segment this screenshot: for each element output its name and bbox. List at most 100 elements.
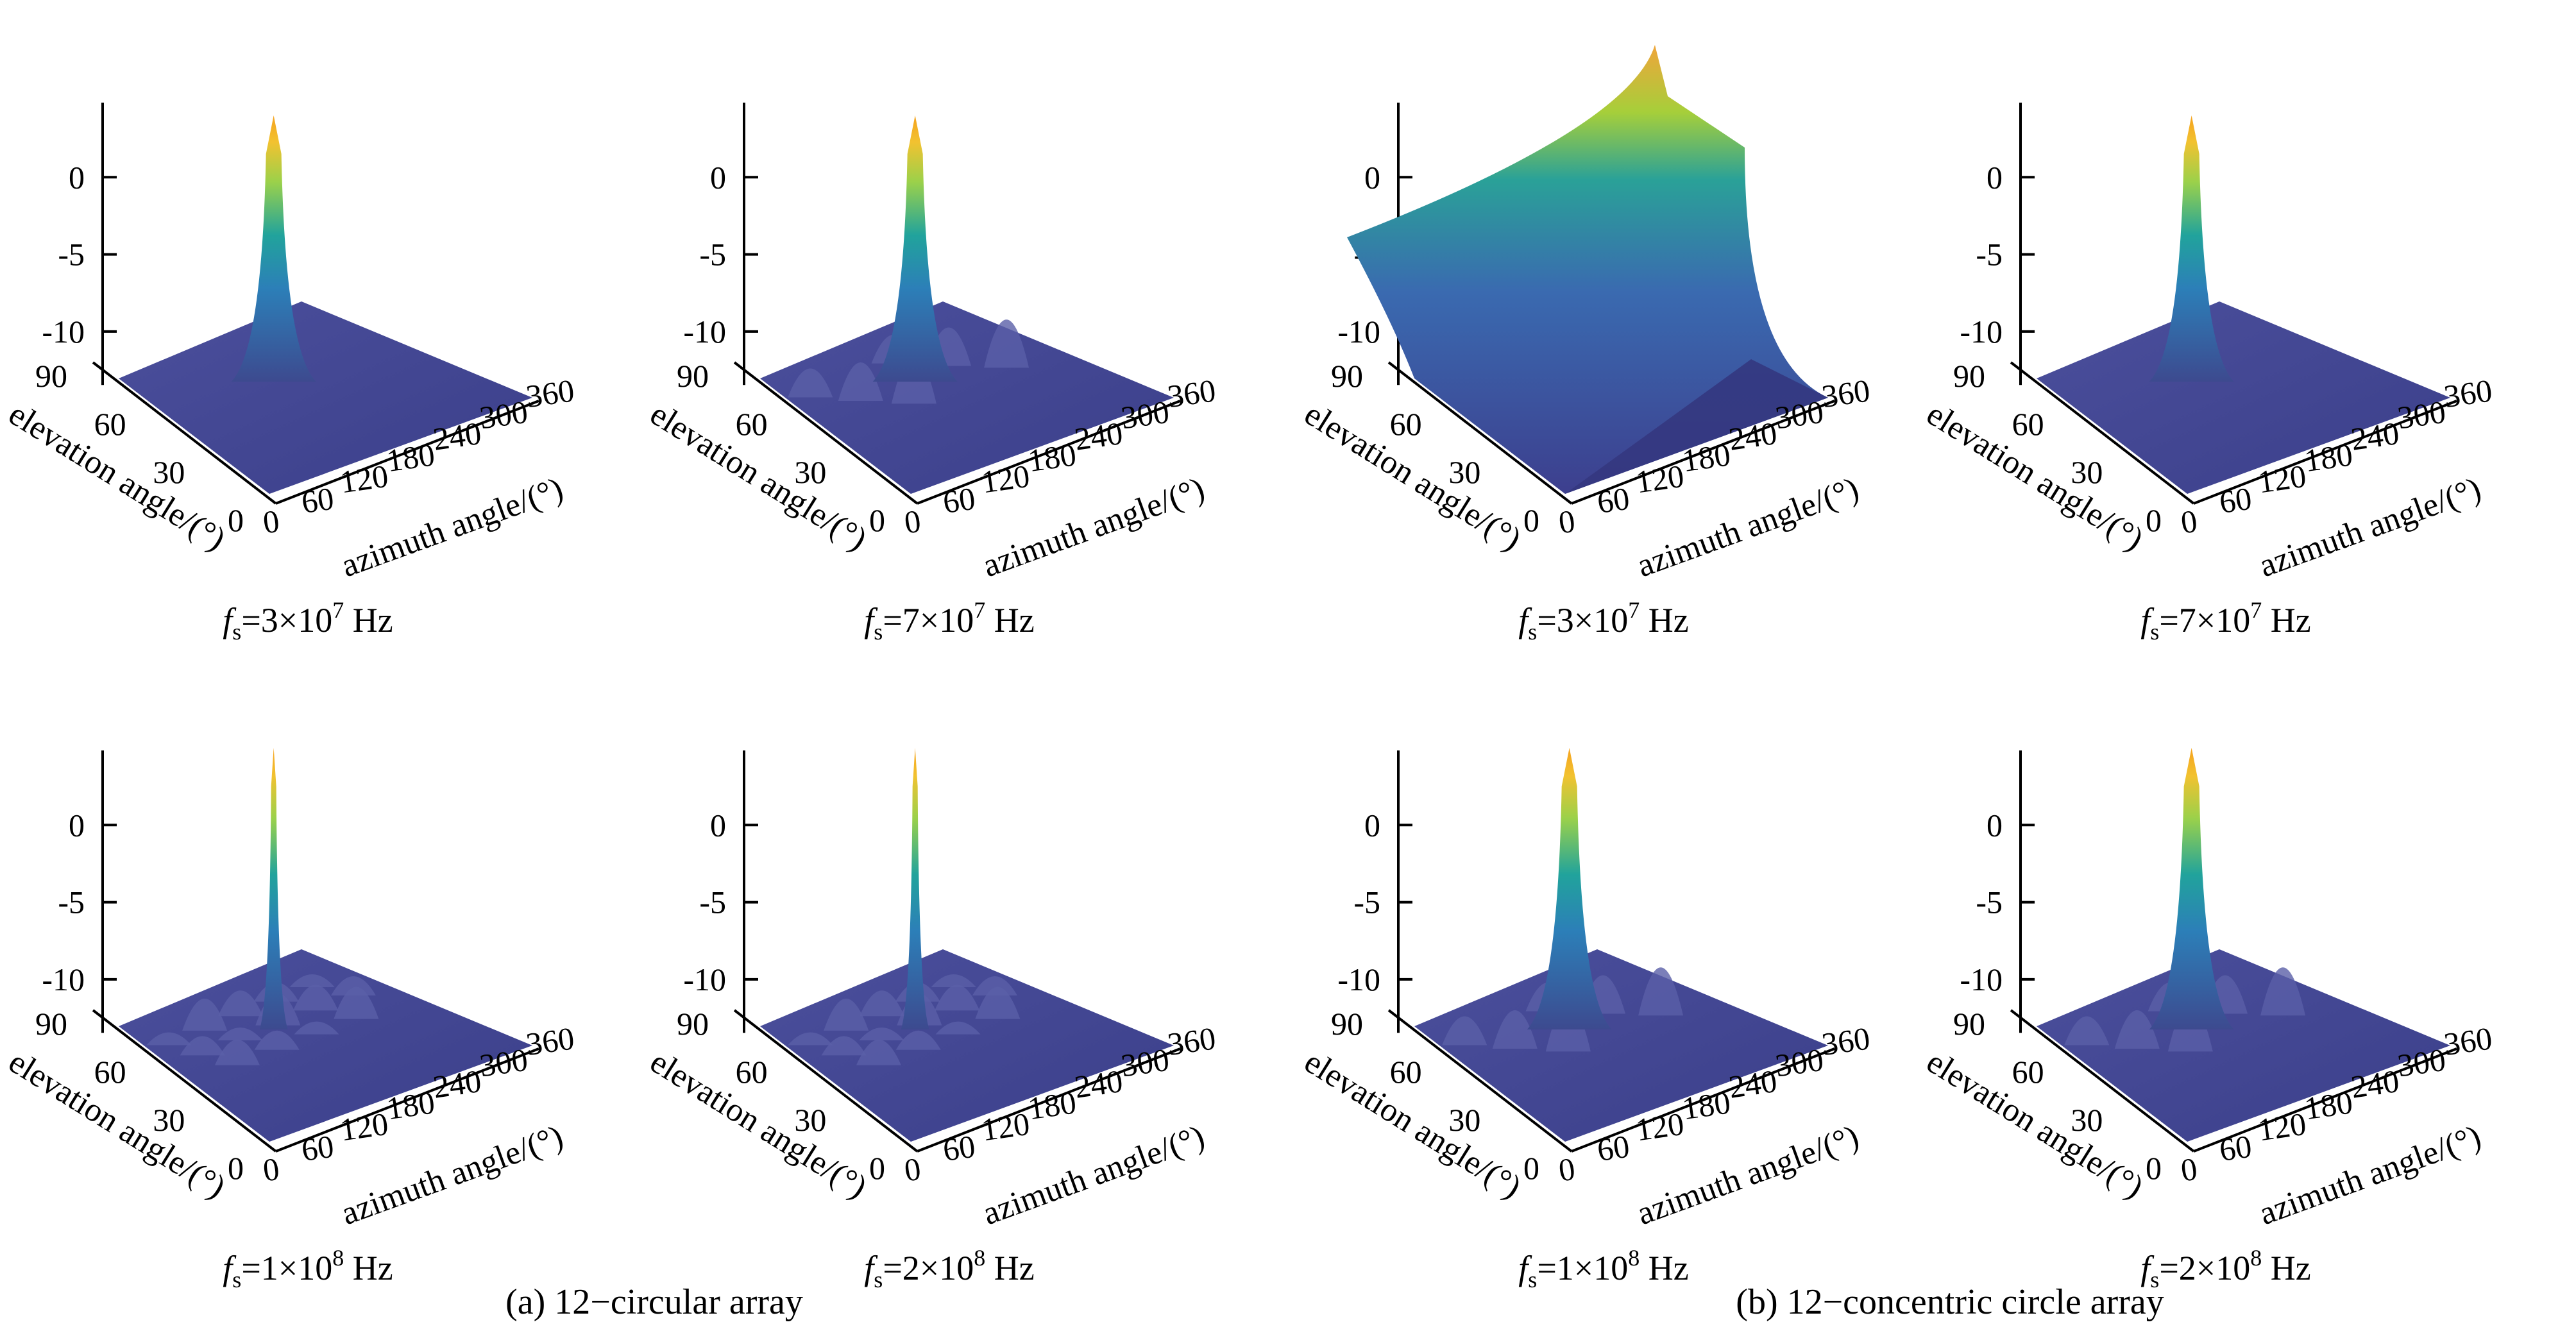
elevation-tick-label: 30: [2071, 1102, 2103, 1138]
frequency-caption: fs=2×108 Hz: [2140, 1245, 2310, 1292]
frequency-caption: fs=7×107 Hz: [2140, 597, 2310, 645]
azimuth-tick-label: 60: [2217, 480, 2253, 520]
side-lobe: [931, 974, 976, 987]
main-peak: [259, 747, 288, 1029]
side-lobe: [859, 990, 904, 1017]
side-lobe: [972, 976, 1017, 995]
azimuth-tick-label: 300: [2395, 394, 2448, 436]
z-tick-label: 0: [1364, 807, 1380, 843]
azimuth-tick-label: 240: [1072, 415, 1125, 457]
azimuth-tick-label: 120: [338, 1106, 391, 1148]
azimuth-tick-label: 0: [1556, 1151, 1577, 1189]
azimuth-tick-label: 240: [431, 415, 484, 457]
surface-floor: [2037, 301, 2450, 494]
azimuth-axis-line: [1571, 400, 1835, 505]
elevation-axis-line: [2010, 361, 2195, 505]
z-tick-label: -5: [58, 237, 85, 273]
surface-floor: [1565, 359, 1828, 494]
z-tick-label: -10: [1960, 961, 2003, 997]
azimuth-tick-label: 300: [477, 1042, 530, 1084]
elevation-tick-label: 0: [2146, 502, 2162, 538]
azimuth-tick-label: 180: [384, 1084, 437, 1126]
frequency-caption: fs=7×107 Hz: [864, 597, 1034, 645]
frequency-caption: fs=3×107 Hz: [1518, 597, 1688, 645]
side-lobe: [1442, 1016, 1487, 1045]
side-lobe: [2260, 967, 2306, 1016]
azimuth-tick-label: 60: [1595, 480, 1631, 520]
side-lobe: [217, 990, 263, 1017]
group-caption-b: (b) 12−concentric circle array: [1736, 1282, 2164, 1322]
side-lobe: [838, 362, 883, 401]
azimuth-tick-label: 180: [1026, 1084, 1078, 1126]
main-peak: [2149, 115, 2234, 382]
elevation-tick-label: 0: [228, 502, 244, 538]
azimuth-tick-label: 180: [1026, 436, 1078, 478]
azimuth-tick-label: 120: [979, 1106, 1032, 1148]
azimuth-tick-label: 300: [1119, 394, 1171, 436]
side-lobe: [146, 1032, 192, 1045]
elevation-tick-label: 0: [2146, 1150, 2162, 1186]
side-lobe: [856, 1039, 901, 1065]
azimuth-axis-line: [1571, 1047, 1835, 1153]
side-lobe: [294, 1021, 339, 1035]
side-lobe: [984, 319, 1030, 368]
frequency-caption: fs=1×108 Hz: [1518, 1245, 1688, 1292]
elevation-tick-label: 60: [94, 1054, 126, 1090]
frequency-caption: fs=3×107 Hz: [223, 597, 393, 645]
azimuth-tick-label: 60: [940, 1128, 977, 1168]
elevation-tick-label: 90: [1953, 358, 1985, 394]
elevation-tick-label: 0: [869, 502, 885, 538]
z-tick-label: -10: [1337, 961, 1380, 997]
elevation-tick-label: 60: [2012, 406, 2044, 442]
azimuth-axis-line: [275, 400, 539, 505]
side-lobe: [2064, 1016, 2110, 1045]
group-caption-a: (a) 12−circular array: [505, 1282, 803, 1322]
z-tick-label: 0: [710, 807, 726, 843]
side-lobe: [180, 1036, 225, 1056]
elevation-tick-label: 90: [1331, 1006, 1363, 1042]
side-lobe: [214, 1039, 260, 1065]
azimuth-tick-label: 300: [1773, 394, 1826, 436]
azimuth-axis-line: [2193, 400, 2457, 505]
side-lobe: [2114, 1010, 2160, 1049]
elevation-tick-label: 0: [1523, 1150, 1539, 1186]
main-peak: [901, 747, 929, 1029]
azimuth-tick-label: 360: [1820, 1020, 1872, 1062]
elevation-axis-line: [1387, 1009, 1573, 1153]
side-lobe: [217, 1028, 263, 1040]
surface-floor: [119, 301, 532, 494]
z-tick-label: -5: [699, 237, 726, 273]
azimuth-tick-label: 300: [1119, 1042, 1171, 1084]
elevation-tick-label: 30: [1448, 1102, 1480, 1138]
azimuth-tick-label: 360: [1165, 1020, 1218, 1062]
azimuth-tick-label: 180: [2302, 436, 2355, 478]
elevation-tick-label: 90: [677, 358, 709, 394]
elevation-tick-label: 60: [736, 1054, 768, 1090]
side-lobe: [788, 368, 833, 398]
azimuth-axis-line: [917, 1047, 1181, 1153]
azimuth-tick-label: 0: [2178, 1151, 2199, 1189]
azimuth-tick-label: 360: [1165, 372, 1218, 414]
main-peak: [2149, 747, 2234, 1029]
azimuth-tick-label: 240: [2349, 1063, 2402, 1105]
azimuth-tick-label: 0: [260, 503, 282, 541]
elevation-tick-label: 90: [35, 358, 67, 394]
azimuth-axis-line: [275, 1047, 539, 1153]
elevation-tick-label: 30: [794, 1102, 826, 1138]
azimuth-tick-label: 300: [477, 394, 530, 436]
azimuth-tick-label: 0: [1556, 503, 1577, 541]
elevation-tick-label: 0: [1523, 502, 1539, 538]
azimuth-tick-label: 240: [1727, 1063, 1779, 1105]
elevation-tick-label: 30: [153, 1102, 185, 1138]
elevation-tick-label: 90: [1331, 358, 1363, 394]
elevation-tick-label: 30: [794, 454, 826, 490]
azimuth-axis-line: [2193, 1047, 2457, 1153]
azimuth-tick-label: 0: [260, 1151, 282, 1189]
azimuth-tick-label: 240: [431, 1063, 484, 1105]
elevation-tick-label: 30: [1448, 454, 1480, 490]
